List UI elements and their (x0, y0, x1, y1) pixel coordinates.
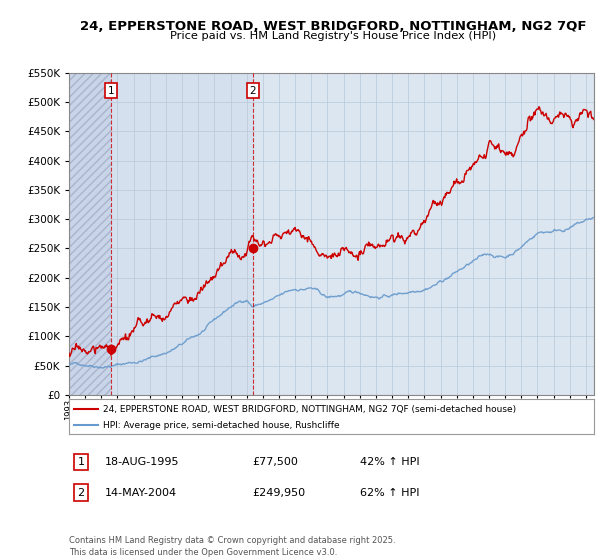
Text: 62% ↑ HPI: 62% ↑ HPI (360, 488, 419, 498)
Text: Price paid vs. HM Land Registry's House Price Index (HPI): Price paid vs. HM Land Registry's House … (170, 31, 496, 41)
Text: 14-MAY-2004: 14-MAY-2004 (105, 488, 177, 498)
Text: £249,950: £249,950 (252, 488, 305, 498)
Bar (69, 73, 112, 395)
Text: 24, EPPERSTONE ROAD, WEST BRIDGFORD, NOTTINGHAM, NG2 7QF (semi-detached house): 24, EPPERSTONE ROAD, WEST BRIDGFORD, NOT… (103, 404, 516, 413)
Text: Contains HM Land Registry data © Crown copyright and database right 2025.
This d: Contains HM Land Registry data © Crown c… (69, 536, 395, 557)
Text: HPI: Average price, semi-detached house, Rushcliffe: HPI: Average price, semi-detached house,… (103, 421, 340, 430)
Text: 1: 1 (108, 86, 115, 96)
Text: 2: 2 (250, 86, 256, 96)
Text: 18-AUG-1995: 18-AUG-1995 (105, 457, 179, 467)
Text: 2: 2 (77, 488, 85, 498)
Text: 1: 1 (77, 457, 85, 467)
Text: 24, EPPERSTONE ROAD, WEST BRIDGFORD, NOTTINGHAM, NG2 7QF: 24, EPPERSTONE ROAD, WEST BRIDGFORD, NOT… (80, 20, 586, 32)
Text: 42% ↑ HPI: 42% ↑ HPI (360, 457, 419, 467)
Text: £77,500: £77,500 (252, 457, 298, 467)
